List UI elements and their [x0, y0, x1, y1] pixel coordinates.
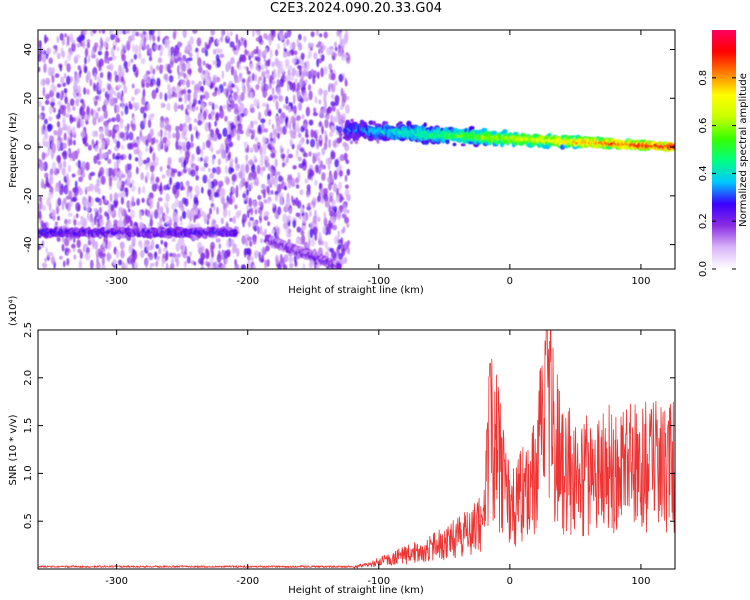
snr-x-tick-label: 0: [507, 576, 513, 587]
heatmap-feature-1: [38, 225, 238, 240]
spectrogram-y-tick-label: 40: [23, 43, 34, 56]
spectrogram-x-label: Height of straight line (km): [288, 285, 424, 296]
snr-y-label: SNR (10 * v/v): [8, 414, 19, 485]
snr-y-tick-label: 2.5: [23, 322, 34, 338]
colorbar-tick-label: 0.8: [698, 70, 709, 86]
colorbar-ticks: 0.0 0.2 0.4 0.6 0.8: [698, 70, 736, 277]
snr-x-tick-label: -200: [236, 576, 259, 587]
spectrogram-y-tick-label: 0: [23, 144, 34, 150]
colorbar-label: Normalized spectral amplitude: [738, 73, 749, 227]
snr-x-tick-label: 100: [631, 576, 650, 587]
spectrogram-y-tick-label: -20: [23, 188, 34, 204]
colorbar-scale: [712, 30, 736, 269]
spectrogram-heatmap: [38, 30, 675, 269]
snr-ticks: -300 -200 -100 0 100 0.5 1.0 1.5 2.0 2.5: [23, 322, 675, 587]
snr-x-tick-label: -100: [367, 576, 390, 587]
snr-panel: -300 -200 -100 0 100 0.5 1.0 1.5 2.0 2.5 Height o…: [8, 295, 676, 596]
spectrogram-frame: [37, 29, 676, 270]
snr-x-label: Height of straight line (km): [288, 585, 424, 596]
snr-y-tick-label: 0.5: [23, 513, 34, 529]
spectrogram-y-tick-label: 20: [23, 92, 34, 105]
colorbar-tick-label: 0.4: [698, 165, 709, 181]
spectrogram-x-tick-label: -200: [236, 276, 259, 287]
spectrogram-x-tick-label: -100: [367, 276, 390, 287]
snr-y-tick-label: 1.0: [23, 465, 34, 481]
spectrogram-y-tick-label: -40: [23, 236, 34, 252]
snr-series-line: [38, 330, 675, 569]
snr-frame: [37, 329, 676, 570]
spectrogram-x-tick-label: -300: [105, 276, 128, 287]
heatmap-feature-3: [342, 118, 675, 152]
heatmap-feature-0: [38, 30, 351, 269]
snr-y-tick-label: 1.5: [23, 418, 34, 434]
heatmap-feature-2: [263, 234, 342, 269]
colorbar: 0.0 0.2 0.4 0.6 0.8 Normalized spectral ampl…: [698, 30, 749, 277]
spectrogram-x-tick-label: 0: [507, 276, 513, 287]
spectrogram-x-tick-label: 100: [631, 276, 650, 287]
snr-y-tick-label: 2.0: [23, 370, 34, 386]
chart-title: C2E3.2024.090.20.33.G04: [269, 1, 443, 16]
colorbar-tick-label: 0.2: [698, 213, 709, 229]
snr-x-tick-label: -300: [105, 576, 128, 587]
spectrogram-y-label: Frequency (Hz): [8, 112, 19, 188]
snr-y-scale-label: (x10⁴): [8, 295, 19, 326]
colorbar-tick-label: 0.6: [698, 118, 709, 134]
colorbar-tick-label: 0.0: [698, 261, 709, 277]
